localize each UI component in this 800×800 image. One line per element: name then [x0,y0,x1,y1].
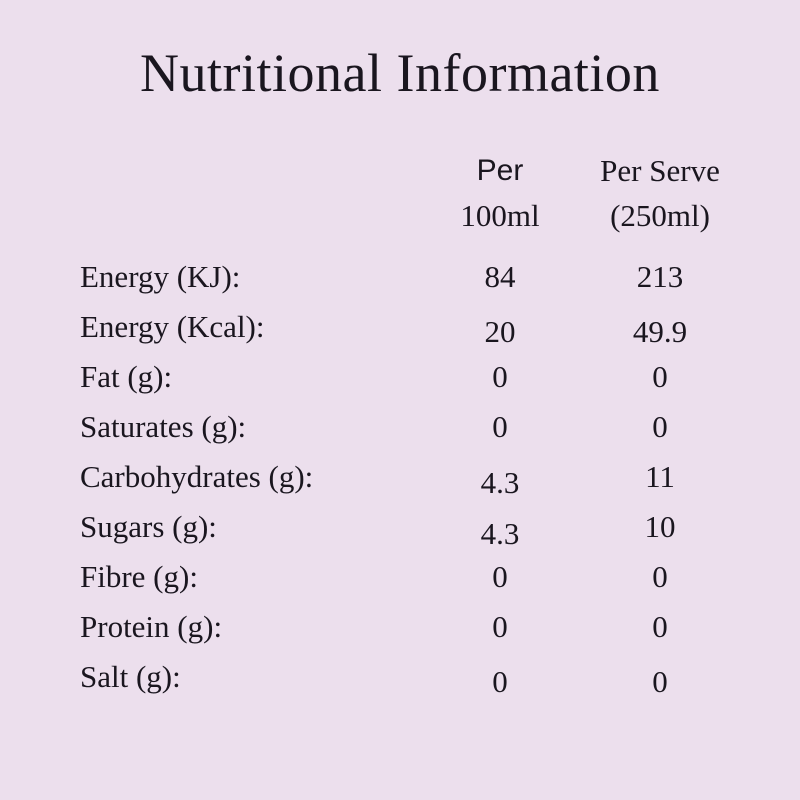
row-label: Fat (g): [80,359,173,395]
table-row-sugars: Sugars (g): 4.3 10 [80,502,740,552]
row-label: Energy (Kcal): [80,309,265,345]
table-row-fat: Fat (g): 0 0 [80,352,740,402]
value-per-serve: 0 [652,359,668,395]
value-per-serve: 0 [652,664,668,700]
value-per-serve: 0 [652,609,668,645]
column-header-per-100ml: Per 100ml [420,148,580,238]
value-per-100ml: 4.3 [480,516,520,552]
row-label: Saturates (g): [80,409,247,445]
row-label: Sugars (g): [80,509,217,545]
table-row-salt: Salt (g): 0 0 [80,652,740,702]
page-title: Nutritional Information [140,43,660,103]
table-row-energy-kj: Energy (KJ): 84 213 [80,252,740,302]
value-per-serve: 213 [636,259,684,295]
value-per-100ml: 4.3 [480,465,520,501]
value-per-serve: 11 [645,459,675,495]
table-body: Energy (KJ): 84 213 Energy (Kcal): 20 49… [80,252,740,702]
value-per-100ml: 0 [492,664,508,700]
row-label: Energy (KJ): [80,259,241,295]
value-per-serve: 0 [652,409,668,445]
nutrition-table: Per 100ml Per Serve (250ml) Energy (KJ):… [0,148,800,702]
value-per-100ml: 0 [492,559,508,595]
row-label: Salt (g): [80,659,181,695]
value-per-100ml: 20 [484,314,516,350]
column-header-per-100ml-line1: Per [476,154,524,188]
column-header-per-100ml-line2: 100ml [460,198,540,234]
row-label: Fibre (g): [80,559,198,595]
table-row-protein: Protein (g): 0 0 [80,602,740,652]
table-row-saturates: Saturates (g): 0 0 [80,402,740,452]
value-per-serve: 49.9 [632,314,688,350]
header-spacer [80,148,420,238]
table-row-energy-kcal: Energy (Kcal): 20 49.9 [80,302,740,352]
column-header-per-serve-line2: (250ml) [610,198,710,234]
value-per-100ml: 0 [492,609,508,645]
table-row-carbohydrates: Carbohydrates (g): 4.3 11 [80,452,740,502]
value-per-100ml: 0 [492,359,508,395]
column-header-per-serve: Per Serve (250ml) [580,148,740,238]
value-per-serve: 10 [644,509,676,545]
table-header: Per 100ml Per Serve (250ml) [80,148,740,238]
row-label: Protein (g): [80,609,223,645]
value-per-100ml: 84 [484,259,516,295]
row-label: Carbohydrates (g): [80,459,314,495]
value-per-100ml: 0 [492,409,508,445]
table-row-fibre: Fibre (g): 0 0 [80,552,740,602]
column-header-per-serve-line1: Per Serve [600,153,720,189]
value-per-serve: 0 [652,559,668,595]
